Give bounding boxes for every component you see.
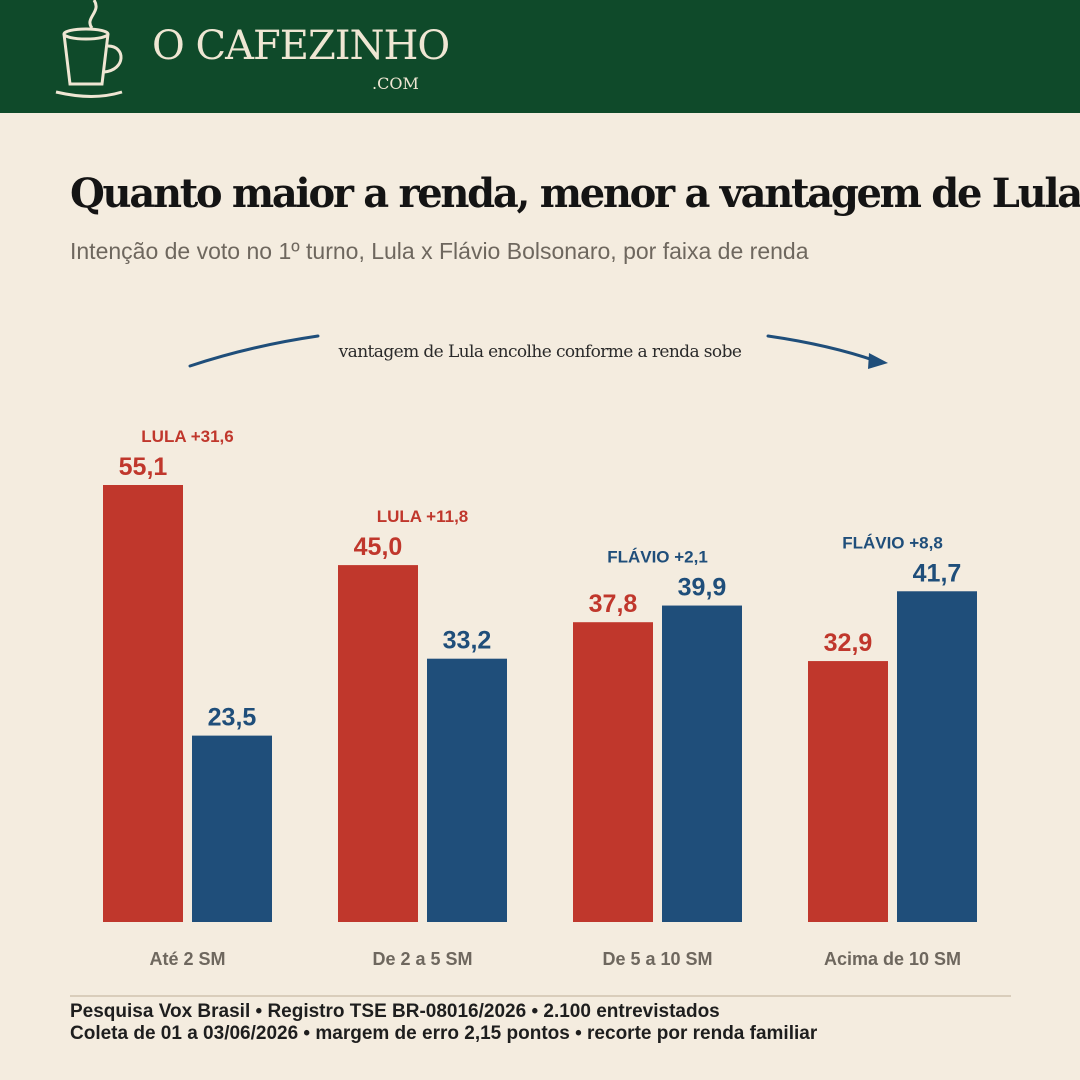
- lead-label: LULA +11,8: [377, 507, 469, 526]
- chart-subtitle: Intenção de voto no 1º turno, Lula x Flá…: [70, 238, 809, 264]
- category-label: Acima de 10 SM: [824, 949, 961, 969]
- category-label: De 5 a 10 SM: [602, 949, 712, 969]
- data-label: 32,9: [824, 629, 873, 657]
- header-bar: O CAFEZINHO .COM: [0, 0, 1080, 113]
- category-label: De 2 a 5 SM: [372, 949, 472, 969]
- data-label: 33,2: [443, 627, 492, 655]
- data-label: 39,9: [678, 574, 727, 602]
- data-label: 55,1: [119, 453, 168, 481]
- trend-arrow-left: [188, 334, 320, 368]
- arrow-head-icon: [868, 353, 888, 369]
- lead-label: LULA +31,6: [141, 427, 233, 446]
- bar-lula-4: [808, 661, 888, 922]
- bar-lula-3: [573, 622, 653, 922]
- trend-arrow-right: [766, 334, 878, 363]
- coffee-cup-icon: [55, 0, 123, 98]
- bar-flavio-4: [897, 591, 977, 922]
- bar-flavio-1: [192, 735, 272, 922]
- footer-line-2: Coleta de 01 a 03/06/2026 • margem de er…: [70, 1023, 818, 1044]
- bar-lula-2: [338, 565, 418, 922]
- chart-title: Quanto maior a renda, menor a vantagem d…: [70, 170, 1080, 217]
- bar-chart: vantagem de Lula encolhe conforme a rend…: [103, 334, 977, 969]
- brand-name[interactable]: O CAFEZINHO: [152, 23, 450, 69]
- lead-label: FLÁVIO +8,8: [842, 533, 943, 552]
- footer-line-1: Pesquisa Vox Brasil • Registro TSE BR-08…: [70, 1001, 720, 1022]
- bar-flavio-2: [427, 658, 507, 922]
- footer-divider: [70, 995, 1011, 997]
- brand-suffix: .COM: [372, 74, 419, 93]
- bar-lula-1: [103, 485, 183, 922]
- lead-label: FLÁVIO +2,1: [607, 548, 708, 567]
- data-label: 41,7: [913, 559, 962, 587]
- data-label: 45,0: [354, 533, 403, 561]
- trend-annotation: vantagem de Lula encolhe conforme a rend…: [338, 342, 742, 362]
- data-label: 37,8: [589, 590, 638, 618]
- data-label: 23,5: [208, 704, 257, 732]
- bar-flavio-3: [662, 605, 742, 922]
- category-label: Até 2 SM: [149, 949, 225, 969]
